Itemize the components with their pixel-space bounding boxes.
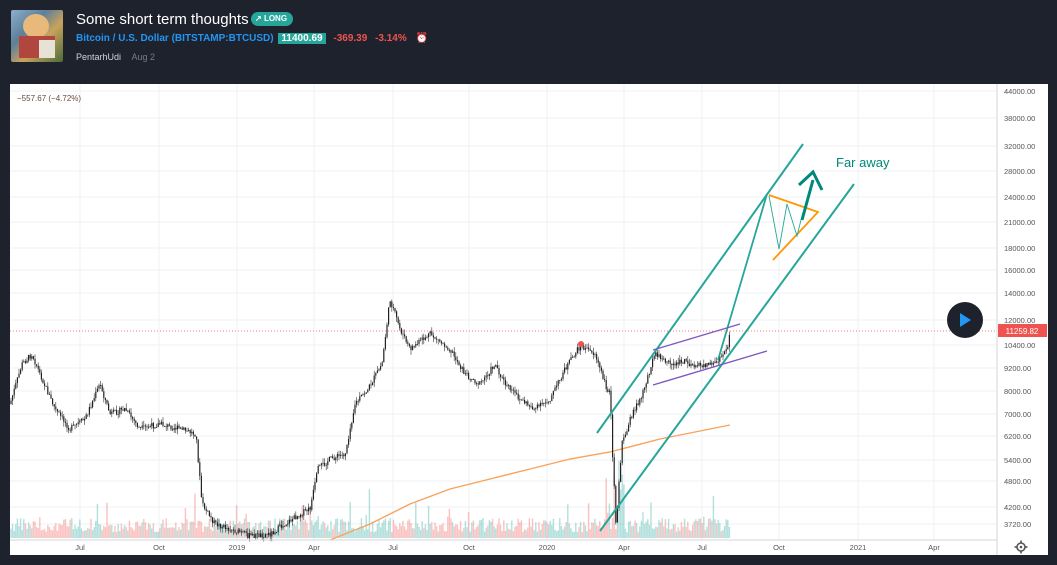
time-tick-label: Apr (308, 543, 320, 552)
current-price-label: 11259.82 (1006, 327, 1039, 336)
price-tick-label: 14000.00 (1004, 289, 1035, 298)
play-icon (960, 313, 971, 327)
time-scale[interactable]: Jul Oct 2019 Apr Jul Oct 2020 Apr Jul Oct 2021 Apr (75, 543, 940, 552)
settings-gear-icon[interactable] (1014, 540, 1028, 554)
price-scale[interactable]: 44000.00 38000.00 32000.00 28000.00 24000.00… (1004, 87, 1035, 529)
price-candles (10, 299, 730, 542)
channel-lower-line (599, 183, 855, 532)
flag-upper-line (652, 323, 741, 351)
price-tick-label: 21000.00 (1004, 218, 1035, 227)
price-tick-label: 10400.00 (1004, 341, 1035, 350)
price-tick-label: 6200.00 (1004, 432, 1031, 441)
change-label: −557.67 (−4.72%) (17, 94, 81, 103)
far-away-arrow-line (800, 179, 815, 221)
price-tick-label: 32000.00 (1004, 142, 1035, 151)
long-badge: ↗ LONG (251, 12, 294, 26)
triangle-waves (768, 195, 804, 250)
time-tick-label: Oct (153, 543, 166, 552)
price-tick-label: 16000.00 (1004, 266, 1035, 275)
grid-lines (10, 84, 997, 540)
price-tick-label: 4800.00 (1004, 477, 1031, 486)
price-tick-label: 4200.00 (1004, 503, 1031, 512)
price-tick-label: 8000.00 (1004, 387, 1031, 396)
price-tick-label: 28000.00 (1004, 167, 1035, 176)
arrow-up-right-icon: ↗ (255, 14, 262, 23)
time-tick-label: Jul (697, 543, 707, 552)
time-tick-label: Jul (75, 543, 85, 552)
price-tick-label: 44000.00 (1004, 87, 1035, 96)
projection-line (717, 193, 768, 361)
channel-upper-line (596, 143, 804, 434)
price-change: -369.39 (333, 33, 368, 44)
price-tick-label: 12000.00 (1004, 316, 1035, 325)
time-tick-label: Jul (388, 543, 398, 552)
current-price-badge (998, 324, 1047, 337)
price-tick-label: 7000.00 (1004, 410, 1031, 419)
time-tick-label: 2020 (539, 543, 556, 552)
price-chart[interactable]: Far away −557.67 (−4.72%) 44000.00 38000.… (10, 84, 1048, 555)
idea-title[interactable]: Some short term thoughts (76, 11, 249, 28)
idea-header: Some short term thoughts ↗ LONG Bitcoin … (0, 0, 1057, 84)
alarm-clock-icon[interactable]: ⏰ (415, 33, 428, 44)
triangle-pattern (768, 194, 820, 261)
price-tick-label: 5400.00 (1004, 456, 1031, 465)
long-badge-label: LONG (263, 14, 288, 23)
author-line: PentarhUdi Aug 2 (76, 52, 155, 62)
price-tick-label: 3720.00 (1004, 520, 1031, 529)
price-tick-label: 18000.00 (1004, 244, 1035, 253)
far-away-arrow-head (797, 169, 824, 191)
chart-frame: Far away −557.67 (−4.72%) 44000.00 38000.… (10, 84, 1048, 555)
exchange-symbol[interactable]: (BITSTAMP:BTCUSD) (171, 33, 274, 44)
time-tick-label: 2019 (229, 543, 246, 552)
time-tick-label: 2021 (850, 543, 867, 552)
moving-average (329, 424, 731, 541)
last-price: 11400.69 (278, 33, 326, 44)
symbol-line: Bitcoin / U.S. Dollar (BITSTAMP:BTCUSD) … (76, 33, 428, 44)
flag-lower-line (652, 350, 768, 386)
price-tick-label: 24000.00 (1004, 193, 1035, 202)
time-tick-label: Oct (773, 543, 786, 552)
volume-bars (10, 460, 731, 538)
time-tick-label: Apr (928, 543, 940, 552)
drawing-tools (10, 143, 996, 532)
marker-dot (578, 341, 584, 347)
far-away-label: Far away (836, 155, 890, 170)
time-tick-label: Oct (463, 543, 476, 552)
author-name[interactable]: PentarhUdi (76, 52, 122, 62)
time-tick-label: Apr (618, 543, 630, 552)
author-avatar[interactable] (11, 10, 63, 62)
publish-date: Aug 2 (131, 52, 156, 62)
price-tick-label: 9200.00 (1004, 364, 1031, 373)
price-tick-label: 38000.00 (1004, 114, 1035, 123)
play-button[interactable] (947, 302, 983, 338)
price-change-pct: -3.14% (375, 33, 407, 44)
symbol-name[interactable]: Bitcoin / U.S. Dollar (76, 33, 169, 44)
